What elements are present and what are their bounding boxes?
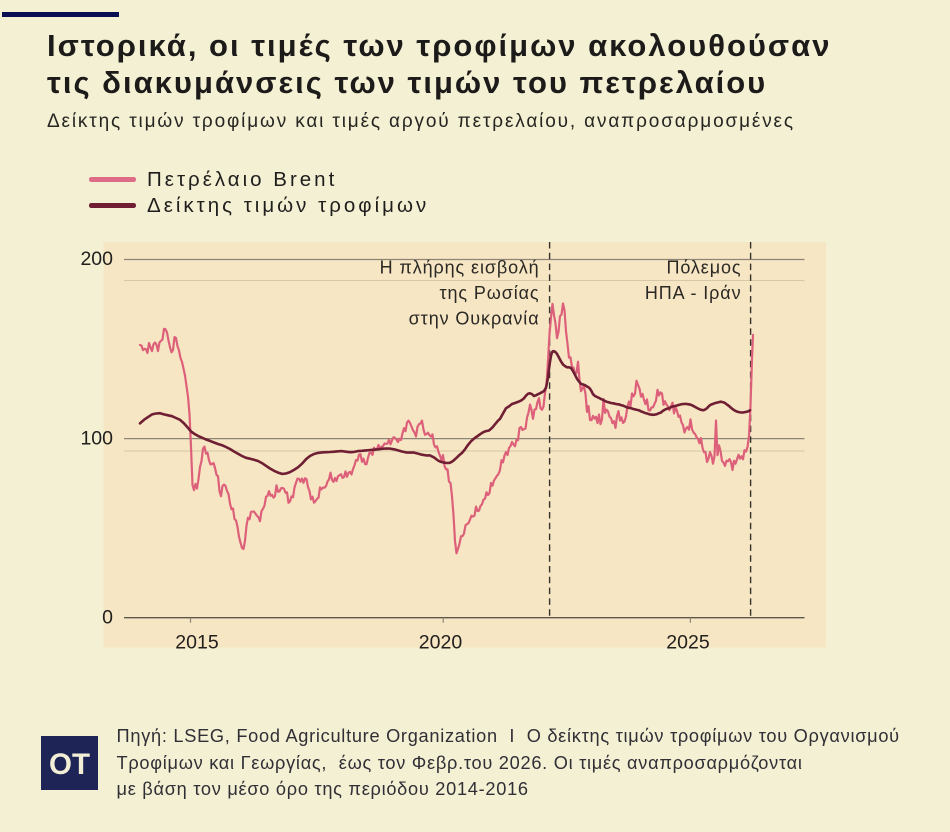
svg-text:2020: 2020: [419, 632, 463, 654]
svg-text:της Ρωσίας: της Ρωσίας: [439, 283, 539, 303]
svg-text:OT: OT: [49, 748, 90, 781]
svg-text:100: 100: [80, 427, 113, 449]
svg-text:0: 0: [102, 607, 113, 629]
svg-text:στην Ουκρανία: στην Ουκρανία: [409, 309, 540, 329]
svg-text:Πόλεμος: Πόλεμος: [666, 258, 741, 278]
svg-text:2025: 2025: [666, 632, 710, 654]
svg-text:ΗΠΑ - Ιράν: ΗΠΑ - Ιράν: [645, 283, 742, 303]
svg-text:Η πλήρης εισβολή: Η πλήρης εισβολή: [380, 258, 540, 278]
svg-text:200: 200: [80, 248, 113, 270]
svg-text:2015: 2015: [175, 632, 219, 654]
